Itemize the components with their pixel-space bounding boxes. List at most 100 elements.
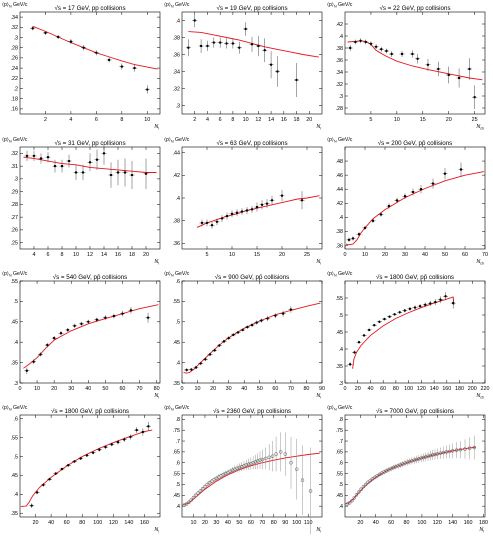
data-point	[357, 341, 361, 344]
data-point	[270, 454, 275, 458]
panel-11: √s = 2360 GeV, pp collisions ⟨p⟩N GeV/c Ni…	[164, 405, 323, 535]
y-tick-label: .34	[173, 69, 181, 75]
x-tick-label: 20	[143, 252, 149, 258]
data-point	[419, 188, 423, 191]
data-point	[109, 173, 113, 177]
data-point	[191, 495, 196, 500]
y-tick-label: .8	[339, 417, 344, 423]
x-axis-label: Nch	[476, 393, 484, 400]
data-point	[91, 451, 95, 454]
panel-title: √s = 2360 GeV, pp collisions	[213, 408, 291, 415]
x-tick-label: 160	[140, 520, 149, 526]
data-point	[255, 321, 258, 324]
x-tick-label: 160	[442, 386, 451, 392]
data-point	[44, 31, 47, 35]
x-tick-label: 200	[468, 386, 477, 392]
data-point	[439, 298, 442, 301]
x-tick-label: 120	[433, 520, 442, 526]
y-tick-label: .16	[11, 107, 19, 113]
data-point	[225, 42, 228, 45]
x-tick-label: 50	[257, 386, 263, 392]
data-point	[347, 501, 352, 505]
x-tick-label: 30	[402, 252, 408, 258]
y-tick-label: .42	[336, 201, 344, 207]
y-tick-label: .4	[339, 215, 344, 221]
x-tick-label: 70	[288, 386, 294, 392]
data-point	[187, 46, 190, 49]
data-point	[253, 460, 258, 464]
data-point	[367, 328, 371, 332]
x-tick-label: 8	[61, 252, 64, 258]
plot-frame	[181, 146, 323, 250]
data-point	[369, 42, 373, 45]
x-tick-label: 4	[69, 117, 72, 123]
data-point	[232, 333, 235, 337]
y-tick-label: .55	[11, 279, 19, 285]
data-point	[265, 202, 269, 205]
fit-curve	[345, 446, 476, 504]
y-tick-label: .2	[14, 86, 19, 92]
x-tick-label: 50	[442, 252, 448, 258]
y-tick-label: .26	[11, 228, 19, 234]
y-tick-label: .38	[336, 229, 344, 235]
data-point	[235, 466, 239, 471]
y-axis-label: ⟨p⟩N GeV/c	[2, 405, 28, 412]
data-point	[220, 217, 224, 220]
data-point	[394, 464, 398, 469]
data-point	[54, 472, 57, 475]
y-tick-label: .5	[14, 299, 19, 305]
y-tick-label: .5	[14, 454, 19, 460]
data-point	[80, 322, 83, 326]
panel-12: √s = 7000 GeV, pp collisions ⟨p⟩N GeV/c Ni…	[327, 405, 488, 534]
y-tick-label: .28	[11, 202, 19, 208]
data-point	[218, 344, 221, 347]
x-tick-label: 70	[259, 520, 265, 526]
data-point	[410, 459, 414, 463]
x-tick-label: 6	[95, 117, 98, 123]
plot-frame	[19, 280, 161, 384]
x-tick-label: 120	[109, 520, 118, 526]
panel-2: √s = 19 GeV, pp collisions ⟨p⟩N GeV/c Ni 2 4…	[164, 2, 323, 131]
x-axis-label: Nch	[476, 259, 484, 266]
y-tick-label: .38	[336, 46, 344, 52]
y-axis-label: ⟨p⟩N GeV/c	[164, 271, 190, 278]
x-tick-label: 10	[190, 520, 196, 526]
data-point	[454, 448, 459, 452]
data-point	[411, 52, 414, 56]
y-tick-label: .4	[176, 18, 181, 24]
y-tick-label: .3	[14, 177, 19, 183]
data-point	[189, 498, 193, 502]
data-point	[60, 164, 64, 168]
data-point	[250, 208, 254, 211]
y-tick-label: .38	[173, 218, 181, 224]
x-tick-label: 100	[292, 520, 301, 526]
x-tick-label: 2	[44, 117, 47, 123]
data-point	[443, 172, 447, 175]
y-tick-label: .7	[176, 439, 181, 445]
y-tick-label: .34	[11, 15, 19, 21]
data-point	[472, 445, 476, 450]
data-point	[196, 491, 200, 495]
x-tick-label: 10	[229, 252, 235, 258]
x-tick-label: 4	[33, 252, 36, 258]
y-axis-label: ⟨p⟩N GeV/c	[327, 137, 353, 144]
data-point	[30, 504, 33, 507]
y-tick-label: .4	[339, 347, 344, 353]
data-point	[59, 332, 63, 335]
x-tick-label: 220	[481, 386, 490, 392]
y-tick-label: .7	[339, 439, 344, 445]
x-tick-label: 20	[210, 386, 216, 392]
data-point	[112, 314, 116, 318]
x-tick-label: 60	[380, 386, 386, 392]
x-tick-label: 40	[225, 520, 231, 526]
data-point	[421, 455, 426, 460]
y-tick-label: .32	[336, 82, 344, 88]
data-point	[95, 158, 99, 161]
data-point	[398, 463, 403, 467]
data-point	[269, 63, 273, 66]
data-point	[82, 46, 85, 49]
plot-frame	[344, 414, 486, 518]
data-point	[239, 464, 244, 469]
